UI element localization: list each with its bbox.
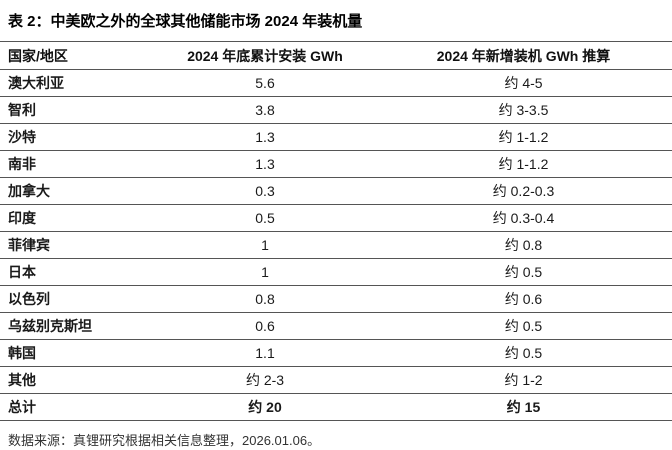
cell-cumulative: 5.6 [155, 69, 375, 97]
table-row: 乌兹别克斯坦 0.6 约 0.5 [0, 312, 672, 340]
cell-region: 总计 [0, 393, 155, 421]
cell-region: 南非 [0, 150, 155, 178]
cell-region: 乌兹别克斯坦 [0, 312, 155, 340]
cell-cumulative: 1.3 [155, 150, 375, 178]
cell-cumulative: 1 [155, 258, 375, 286]
cell-cumulative: 0.5 [155, 204, 375, 232]
cell-cumulative: 约 20 [155, 393, 375, 421]
cell-region: 沙特 [0, 123, 155, 151]
column-header-region: 国家/地区 [0, 41, 155, 70]
cell-cumulative: 0.6 [155, 312, 375, 340]
cell-region: 韩国 [0, 339, 155, 367]
cell-added: 约 3-3.5 [375, 96, 672, 124]
cell-region: 澳大利亚 [0, 69, 155, 97]
cell-region: 其他 [0, 366, 155, 394]
cell-region: 以色列 [0, 285, 155, 313]
cell-added: 约 4-5 [375, 69, 672, 97]
cell-cumulative: 0.8 [155, 285, 375, 313]
cell-cumulative: 1.3 [155, 123, 375, 151]
table-row: 日本 1 约 0.5 [0, 258, 672, 286]
cell-added: 约 15 [375, 393, 672, 421]
table-row: 智利 3.8 约 3-3.5 [0, 96, 672, 124]
table-row: 加拿大 0.3 约 0.2-0.3 [0, 177, 672, 205]
column-header-added: 2024 年新增装机 GWh 推算 [375, 41, 672, 70]
table-header-row: 国家/地区 2024 年底累计安装 GWh 2024 年新增装机 GWh 推算 [0, 41, 672, 70]
cell-region: 加拿大 [0, 177, 155, 205]
cell-added: 约 1-2 [375, 366, 672, 394]
table-row: 南非 1.3 约 1-1.2 [0, 150, 672, 178]
cell-cumulative: 1.1 [155, 339, 375, 367]
cell-added: 约 0.2-0.3 [375, 177, 672, 205]
table-row: 印度 0.5 约 0.3-0.4 [0, 204, 672, 232]
cell-added: 约 0.5 [375, 339, 672, 367]
cell-added: 约 1-1.2 [375, 123, 672, 151]
cell-added: 约 1-1.2 [375, 150, 672, 178]
column-header-cumulative: 2024 年底累计安装 GWh [155, 41, 375, 70]
cell-added: 约 0.8 [375, 231, 672, 259]
cell-added: 约 0.6 [375, 285, 672, 313]
cell-added: 约 0.5 [375, 312, 672, 340]
cell-cumulative: 约 2-3 [155, 366, 375, 394]
table-row: 以色列 0.8 约 0.6 [0, 285, 672, 313]
table-row: 其他 约 2-3 约 1-2 [0, 366, 672, 394]
table-row: 沙特 1.3 约 1-1.2 [0, 123, 672, 151]
cell-cumulative: 0.3 [155, 177, 375, 205]
cell-region: 智利 [0, 96, 155, 124]
cell-cumulative: 3.8 [155, 96, 375, 124]
table-row: 韩国 1.1 约 0.5 [0, 339, 672, 367]
cell-added: 约 0.3-0.4 [375, 204, 672, 232]
source-note: 数据来源：真锂研究根据相关信息整理，2026.01.06。 [8, 433, 321, 448]
table-title: 表 2：中美欧之外的全球其他储能市场 2024 年装机量 [8, 13, 363, 30]
cell-region: 菲律宾 [0, 231, 155, 259]
cell-region: 日本 [0, 258, 155, 286]
storage-market-table: 国家/地区 2024 年底累计安装 GWh 2024 年新增装机 GWh 推算 … [0, 41, 672, 421]
table-row: 菲律宾 1 约 0.8 [0, 231, 672, 259]
cell-added: 约 0.5 [375, 258, 672, 286]
cell-cumulative: 1 [155, 231, 375, 259]
table-row: 澳大利亚 5.6 约 4-5 [0, 69, 672, 97]
table-total-row: 总计 约 20 约 15 [0, 393, 672, 421]
cell-region: 印度 [0, 204, 155, 232]
